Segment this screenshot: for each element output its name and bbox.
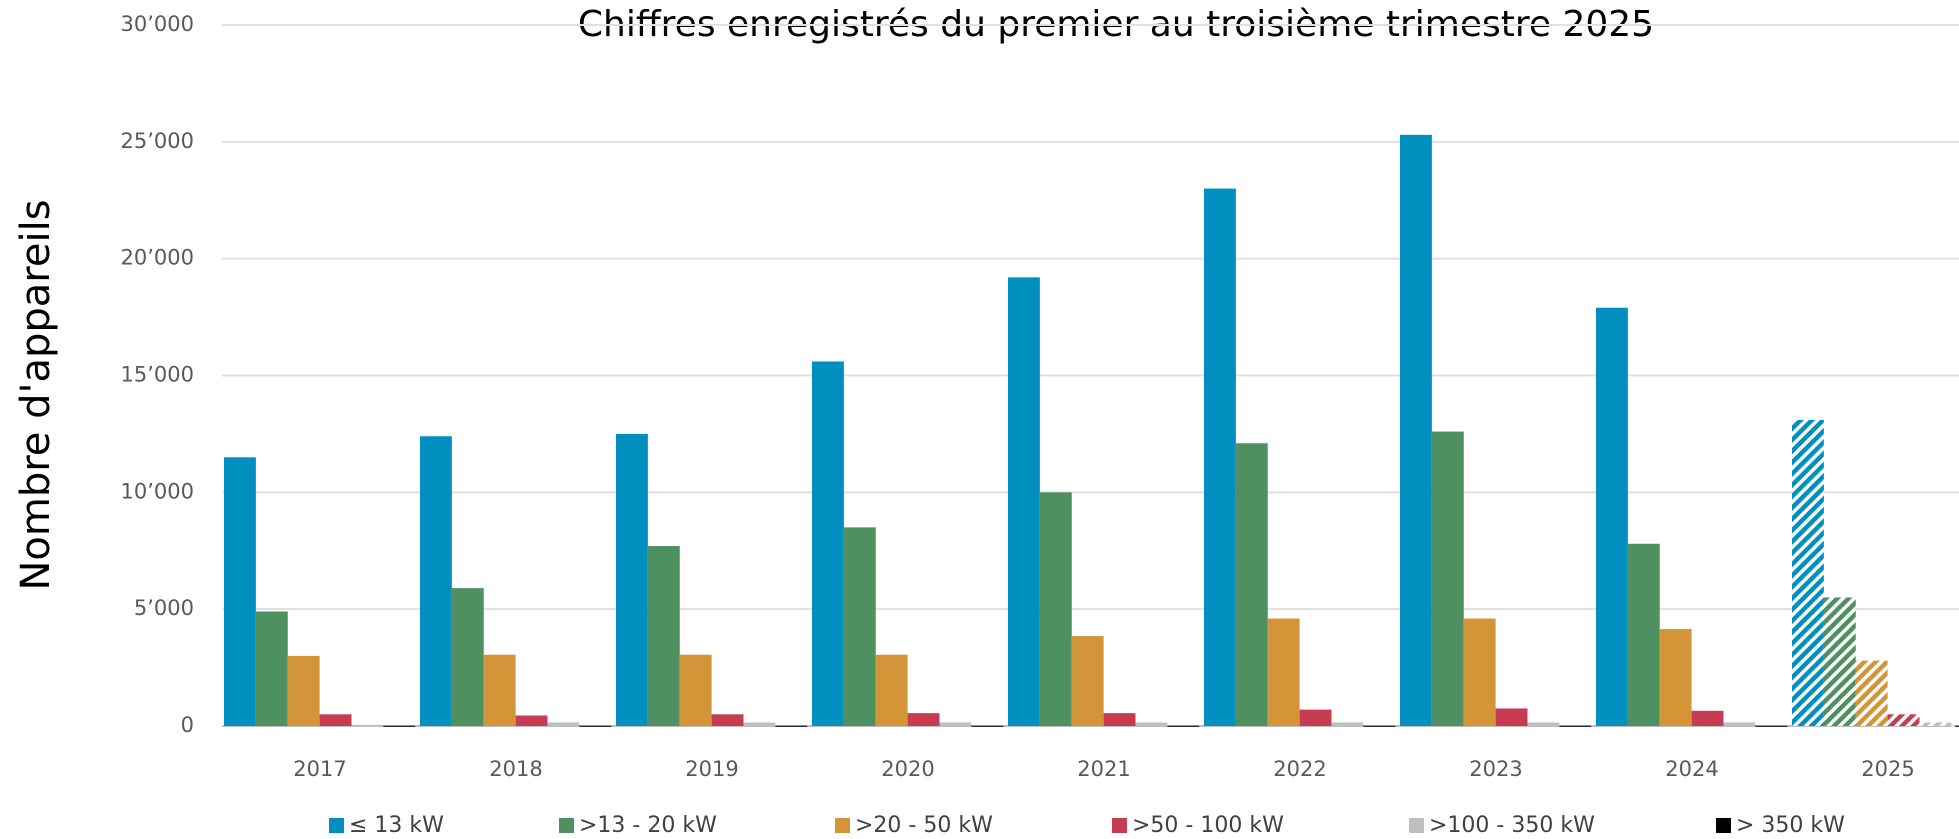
bar	[1267, 618, 1300, 726]
bar	[1235, 443, 1268, 726]
bar	[579, 725, 612, 727]
y-tick-label: 20’000	[121, 246, 194, 270]
x-tick-label: 2024	[1665, 757, 1718, 781]
bar	[1463, 618, 1496, 726]
bar	[255, 611, 288, 726]
x-tick-label: 2021	[1077, 757, 1130, 781]
y-tick-label: 25’000	[121, 129, 194, 153]
bar	[1400, 134, 1432, 726]
y-tick-label: 15’000	[121, 363, 194, 387]
bar	[1135, 722, 1168, 726]
bar	[971, 725, 1004, 727]
y-axis-title: Nombre d'appareils	[13, 199, 59, 590]
legend-label: > 350 kW	[1736, 813, 1845, 838]
bar	[1299, 709, 1332, 726]
x-tick-label: 2022	[1273, 757, 1326, 781]
legend-swatch	[1409, 818, 1424, 833]
bar	[1596, 307, 1628, 726]
bar	[224, 457, 256, 726]
bar	[1855, 660, 1888, 726]
legend-label: >13 - 20 kW	[579, 813, 717, 838]
bar	[743, 722, 776, 726]
legend-label: ≤ 13 kW	[349, 813, 444, 838]
bar	[1039, 492, 1072, 726]
x-tick-label: 2019	[685, 757, 738, 781]
legend-swatch	[1716, 818, 1731, 833]
bar	[1167, 725, 1200, 727]
bar	[875, 654, 908, 726]
bar	[647, 546, 680, 726]
bar	[1204, 188, 1236, 727]
x-tick-label: 2020	[881, 757, 934, 781]
y-tick-label: 5’000	[134, 596, 194, 620]
bar	[907, 713, 940, 726]
bar	[1723, 722, 1756, 726]
legend-label: >100 - 350 kW	[1429, 813, 1595, 838]
bar	[319, 714, 352, 726]
legend-label: >50 - 100 kW	[1132, 813, 1284, 838]
bar	[515, 715, 548, 726]
bar	[1691, 710, 1724, 726]
legend-swatch	[329, 818, 344, 833]
y-tick-label: 0	[181, 713, 194, 737]
bar	[939, 722, 972, 726]
bar	[1755, 725, 1788, 727]
bar	[616, 433, 648, 726]
bar	[1527, 722, 1560, 726]
bar	[1823, 597, 1856, 726]
x-tick-label: 2023	[1469, 757, 1522, 781]
bar	[1559, 725, 1592, 727]
bar	[1951, 725, 1959, 727]
bar	[1103, 713, 1136, 726]
legend-swatch	[1112, 818, 1127, 833]
bar	[1431, 431, 1464, 726]
bar	[1363, 725, 1396, 727]
y-tick-label: 10’000	[121, 479, 194, 503]
legend-swatch	[559, 818, 574, 833]
bar	[1659, 629, 1692, 726]
x-tick-label: 2018	[489, 757, 542, 781]
bar	[775, 725, 808, 727]
bar	[351, 724, 384, 726]
bar	[1071, 636, 1104, 726]
legend-label: >20 - 50 kW	[855, 813, 993, 838]
bar	[1627, 543, 1660, 726]
bar	[547, 722, 580, 726]
bar	[1331, 722, 1364, 726]
legend-swatch	[835, 818, 850, 833]
bar	[1792, 419, 1824, 726]
bar	[711, 714, 744, 726]
bar	[1008, 277, 1040, 726]
bar	[483, 654, 516, 726]
bar	[420, 436, 452, 726]
y-tick-label: 30’000	[121, 12, 194, 36]
x-tick-label: 2025	[1861, 757, 1914, 781]
bar	[451, 588, 484, 726]
bar	[1919, 722, 1952, 726]
bar	[1887, 714, 1920, 726]
bar	[843, 527, 876, 726]
bar	[679, 654, 712, 726]
bar	[383, 725, 416, 727]
bar	[1495, 708, 1528, 726]
x-tick-label: 2017	[293, 757, 346, 781]
bar	[287, 655, 320, 726]
bar	[812, 361, 844, 726]
